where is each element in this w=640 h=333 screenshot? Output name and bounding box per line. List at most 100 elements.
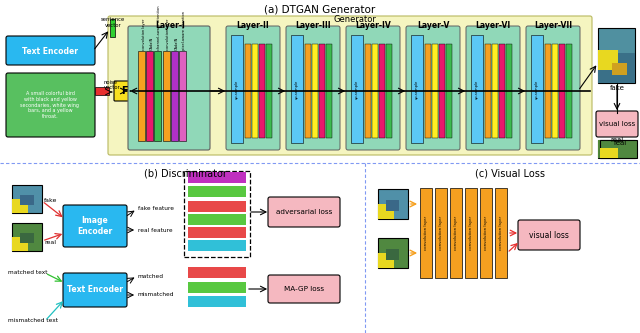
Text: MA-GP loss: MA-GP loss — [284, 286, 324, 292]
FancyBboxPatch shape — [12, 223, 42, 251]
FancyBboxPatch shape — [268, 275, 340, 303]
FancyBboxPatch shape — [600, 140, 637, 158]
FancyBboxPatch shape — [600, 148, 618, 158]
FancyBboxPatch shape — [20, 195, 34, 205]
FancyBboxPatch shape — [110, 19, 115, 37]
FancyBboxPatch shape — [171, 51, 178, 141]
FancyBboxPatch shape — [471, 35, 483, 143]
FancyBboxPatch shape — [291, 35, 303, 143]
FancyBboxPatch shape — [480, 188, 492, 278]
FancyBboxPatch shape — [245, 44, 251, 138]
Text: F: F — [121, 86, 127, 96]
FancyBboxPatch shape — [188, 227, 246, 238]
FancyBboxPatch shape — [188, 172, 246, 183]
FancyBboxPatch shape — [351, 35, 363, 143]
Text: up-sample: up-sample — [535, 79, 539, 99]
Text: mismatched text: mismatched text — [8, 318, 58, 323]
FancyBboxPatch shape — [259, 44, 265, 138]
FancyBboxPatch shape — [559, 44, 565, 138]
FancyBboxPatch shape — [492, 44, 498, 138]
Text: channel-aware attention: channel-aware attention — [157, 6, 161, 50]
Text: matched: matched — [138, 273, 164, 278]
Text: pixel-aware attention: pixel-aware attention — [182, 11, 186, 50]
FancyBboxPatch shape — [499, 44, 505, 138]
Text: CAdaIN: CAdaIN — [150, 37, 154, 50]
FancyBboxPatch shape — [598, 28, 635, 83]
Text: convolution layer: convolution layer — [454, 216, 458, 250]
FancyBboxPatch shape — [598, 53, 635, 83]
Text: Layer-IV: Layer-IV — [355, 21, 391, 30]
FancyBboxPatch shape — [598, 140, 618, 158]
FancyBboxPatch shape — [346, 26, 400, 150]
FancyBboxPatch shape — [446, 44, 452, 138]
FancyBboxPatch shape — [188, 282, 246, 293]
Text: Text Encoder: Text Encoder — [22, 47, 78, 56]
FancyBboxPatch shape — [138, 51, 145, 141]
Text: (a) DTGAN Generator: (a) DTGAN Generator — [264, 5, 376, 15]
FancyBboxPatch shape — [439, 44, 445, 138]
Text: convolution layer: convolution layer — [166, 19, 170, 50]
FancyBboxPatch shape — [319, 44, 325, 138]
Text: Image
Encoder: Image Encoder — [77, 216, 113, 236]
Text: Text Encoder: Text Encoder — [67, 285, 123, 294]
FancyBboxPatch shape — [226, 26, 280, 150]
FancyBboxPatch shape — [406, 26, 460, 150]
FancyBboxPatch shape — [6, 73, 95, 137]
FancyBboxPatch shape — [506, 44, 512, 138]
FancyBboxPatch shape — [108, 16, 592, 155]
FancyBboxPatch shape — [466, 26, 520, 150]
FancyBboxPatch shape — [566, 44, 572, 138]
FancyBboxPatch shape — [379, 44, 385, 138]
FancyBboxPatch shape — [268, 197, 340, 227]
Text: (c) Visual Loss: (c) Visual Loss — [475, 168, 545, 178]
FancyBboxPatch shape — [411, 35, 423, 143]
FancyBboxPatch shape — [188, 267, 246, 278]
FancyBboxPatch shape — [6, 36, 95, 65]
Text: convolution layer: convolution layer — [484, 216, 488, 250]
FancyBboxPatch shape — [485, 44, 491, 138]
FancyBboxPatch shape — [188, 240, 246, 251]
FancyBboxPatch shape — [531, 35, 543, 143]
FancyBboxPatch shape — [12, 185, 42, 213]
Text: Layer-VI: Layer-VI — [476, 21, 511, 30]
Text: visual loss: visual loss — [529, 230, 569, 239]
FancyBboxPatch shape — [518, 220, 580, 250]
FancyBboxPatch shape — [598, 140, 635, 158]
FancyBboxPatch shape — [465, 188, 477, 278]
Text: sentence
vector: sentence vector — [101, 17, 125, 28]
Text: real: real — [611, 137, 623, 143]
FancyBboxPatch shape — [612, 63, 627, 75]
Text: Layer-III: Layer-III — [295, 21, 331, 30]
FancyBboxPatch shape — [545, 44, 551, 138]
FancyBboxPatch shape — [286, 26, 340, 150]
FancyBboxPatch shape — [435, 188, 447, 278]
FancyBboxPatch shape — [552, 44, 558, 138]
FancyBboxPatch shape — [95, 87, 109, 95]
FancyBboxPatch shape — [305, 44, 311, 138]
FancyBboxPatch shape — [154, 51, 161, 141]
Text: up-sample: up-sample — [355, 79, 359, 99]
Text: convolution layer: convolution layer — [424, 216, 428, 250]
FancyBboxPatch shape — [128, 26, 210, 150]
FancyBboxPatch shape — [188, 296, 246, 307]
Text: real: real — [44, 240, 56, 245]
FancyBboxPatch shape — [188, 186, 246, 197]
FancyBboxPatch shape — [146, 51, 153, 141]
Text: Generator: Generator — [333, 15, 376, 24]
Text: real feature: real feature — [138, 227, 173, 232]
Text: convolution layer: convolution layer — [499, 216, 503, 250]
FancyBboxPatch shape — [420, 188, 432, 278]
FancyBboxPatch shape — [526, 26, 580, 150]
FancyBboxPatch shape — [432, 44, 438, 138]
Text: convolution layer: convolution layer — [439, 216, 443, 250]
Text: noise
vector: noise vector — [104, 80, 121, 90]
FancyBboxPatch shape — [326, 44, 332, 138]
FancyBboxPatch shape — [63, 205, 127, 247]
FancyBboxPatch shape — [378, 189, 408, 219]
FancyBboxPatch shape — [425, 44, 431, 138]
Text: up-sample: up-sample — [475, 79, 479, 99]
FancyBboxPatch shape — [605, 145, 620, 155]
Text: fake feature: fake feature — [138, 206, 174, 211]
Text: A small colorful bird
with black and yellow
secondaries, white wing
bars, and a : A small colorful bird with black and yel… — [20, 91, 79, 119]
FancyBboxPatch shape — [231, 35, 243, 143]
